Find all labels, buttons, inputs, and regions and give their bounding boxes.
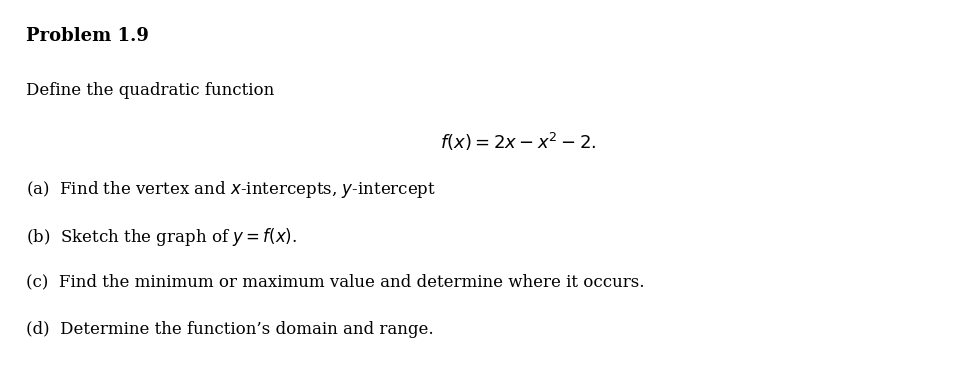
Text: $f(x) = 2x - x^2 - 2.$: $f(x) = 2x - x^2 - 2.$ — [440, 131, 596, 153]
Text: (b)  Sketch the graph of $y = f(x)$.: (b) Sketch the graph of $y = f(x)$. — [25, 226, 297, 248]
Text: (a)  Find the vertex and $x$-intercepts, $y$-intercept: (a) Find the vertex and $x$-intercepts, … — [25, 178, 436, 199]
Text: Problem 1.9: Problem 1.9 — [25, 27, 149, 45]
Text: (c)  Find the minimum or maximum value and determine where it occurs.: (c) Find the minimum or maximum value an… — [25, 273, 644, 290]
Text: (d)  Determine the function’s domain and range.: (d) Determine the function’s domain and … — [25, 321, 433, 338]
Text: Define the quadratic function: Define the quadratic function — [25, 82, 274, 99]
